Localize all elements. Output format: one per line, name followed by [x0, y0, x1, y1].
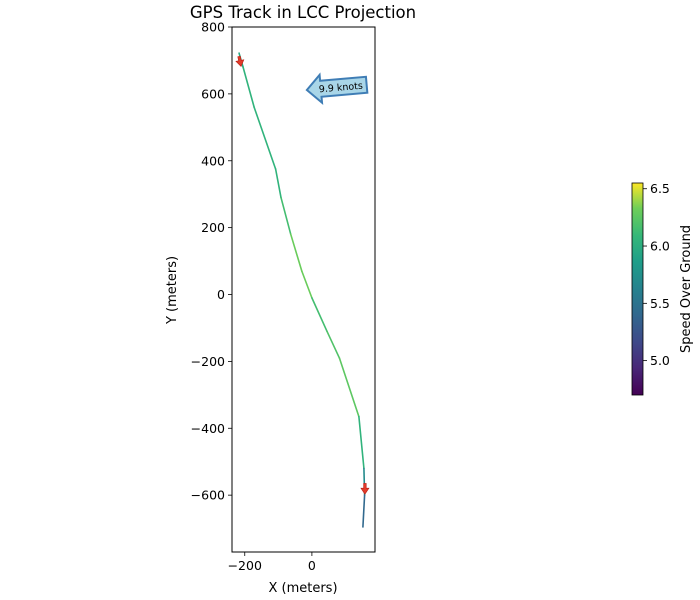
y-tick-label: 400 — [201, 153, 225, 168]
y-tick-label: 600 — [201, 86, 225, 101]
y-tick-label: 200 — [201, 220, 225, 235]
direction-arrow — [360, 483, 370, 495]
plot-frame — [231, 26, 376, 553]
direction-arrow-shape — [360, 483, 370, 495]
track-segment — [362, 494, 366, 528]
y-tick-label: −200 — [191, 354, 225, 369]
y-tick-label: 800 — [201, 20, 225, 35]
direction-arrow-shape — [235, 55, 245, 67]
speed-annotation: 9.9 knots — [305, 72, 369, 106]
y-tick-label: −400 — [191, 421, 225, 436]
colorbar-gradient — [631, 182, 644, 396]
colorbar-tick-label: 6.0 — [650, 239, 670, 254]
y-tick-label: −600 — [191, 488, 225, 503]
colorbar: 5.0 5.5 6.0 6.5 — [631, 181, 670, 396]
colorbar-label: Speed Over Ground — [679, 225, 694, 353]
track-segment — [280, 196, 292, 236]
colorbar-tick-label: 5.5 — [650, 296, 670, 311]
plot-area: 9.9 knots — [235, 52, 370, 528]
track-segment — [301, 270, 313, 299]
track-segment — [311, 297, 328, 333]
x-tick-label: −200 — [228, 558, 262, 573]
colorbar-tick-label: 5.0 — [650, 353, 670, 368]
speed-annotation-text: 9.9 knots — [318, 81, 363, 96]
x-tick-label: 0 — [308, 558, 316, 573]
y-axis-label: Y (meters) — [165, 256, 180, 325]
colorbar-tick-label: 6.5 — [650, 181, 670, 196]
axes: −200 0 −600 −400 −200 0 200 400 600 800 — [191, 20, 316, 574]
track-segment — [358, 415, 365, 470]
track-segment — [289, 233, 303, 272]
track-segment — [253, 106, 277, 170]
track-segment — [242, 66, 255, 109]
speed-annotation-arrow — [305, 72, 369, 106]
track-segment — [326, 330, 341, 359]
y-tick-label: 0 — [217, 287, 225, 302]
chart-title: GPS Track in LCC Projection — [190, 3, 416, 22]
track-segment — [338, 357, 360, 418]
direction-arrow — [235, 55, 245, 67]
x-axis-label: X (meters) — [268, 581, 337, 596]
track-segment — [274, 168, 282, 199]
